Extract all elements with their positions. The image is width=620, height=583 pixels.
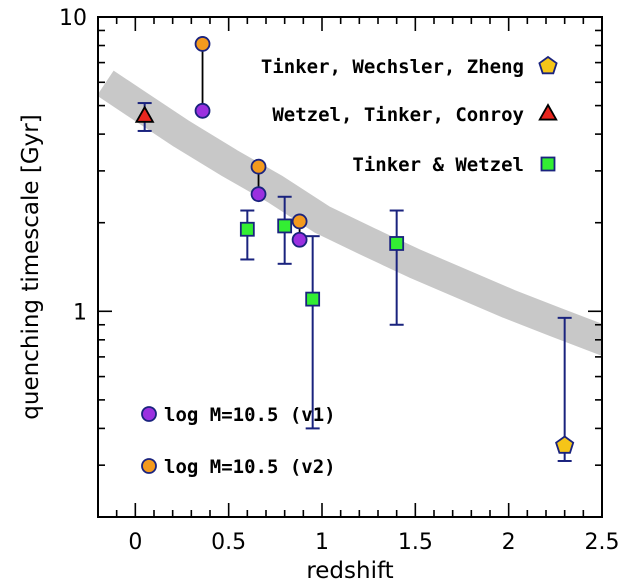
legend-marker-tinker-wechsler-zheng [538, 55, 558, 75]
tick-layer [98, 16, 603, 518]
log-m-10-5-v2-point-1 [250, 158, 267, 175]
tinker-wetzel-point-1 [277, 218, 293, 234]
tinker-wetzel-point-2 [305, 291, 321, 307]
log-m-10-5-v1-point-0 [194, 102, 211, 119]
log-m-10-5-v1-point-2 [291, 231, 308, 248]
tinker-wechsler-zheng-point-0 [555, 435, 575, 454]
x-tick-label-3: 1.5 [398, 530, 433, 555]
wetzel-tinker-conroy-point-0 [134, 105, 155, 123]
band-layer [98, 70, 602, 356]
x-axis-title: redshift [306, 558, 393, 583]
y-tick-label-0: 1 [73, 300, 87, 325]
legend-label-log-m-10-5-v2: log M=10.5 (v2) [164, 456, 336, 478]
legend-label-log-m-10-5-v1: log M=10.5 (v1) [164, 404, 336, 426]
marker-layer [134, 36, 575, 454]
legend-label-tinker-wechsler-zheng: Tinker, Wechsler, Zheng [261, 56, 524, 78]
y-axis-title: quenching timescale [Gyr] [18, 114, 44, 419]
log-m-10-5-v1-point-1 [250, 186, 267, 203]
legend-label-tinker-wetzel: Tinker & Wetzel [352, 154, 524, 176]
x-tick-label-1: 0.5 [211, 530, 246, 555]
y-tick-label-1: 10 [59, 6, 87, 31]
legend-marker-log-m-10-5-v1 [141, 406, 157, 422]
x-tick-label-4: 2 [502, 530, 516, 555]
tinker-wetzel-point-0 [239, 221, 255, 237]
tick-label-layer: 0 0.5 1 1.5 2 2.5 1 10 [59, 6, 620, 555]
legend-marker-wetzel-tinker-conroy [538, 103, 558, 121]
tinker-wetzel-point-3 [389, 236, 405, 251]
quenching-band [98, 70, 602, 356]
x-tick-label-2: 1 [315, 530, 329, 555]
log-m-10-5-v2-point-0 [194, 36, 211, 52]
plot-frame [97, 16, 603, 518]
legend-label-wetzel-tinker-conroy: Wetzel, Tinker, Conroy [272, 104, 524, 126]
log-m-10-5-v2-point-2 [291, 213, 308, 230]
legend-marker-log-m-10-5-v2 [141, 458, 157, 474]
x-tick-label-0: 0 [128, 530, 142, 555]
legend-marker-tinker-wetzel [540, 156, 556, 172]
x-tick-label-5: 2.5 [585, 530, 620, 555]
legend-layer: Tinker, Wechsler, Zheng Wetzel, Tinker, C… [141, 55, 558, 478]
